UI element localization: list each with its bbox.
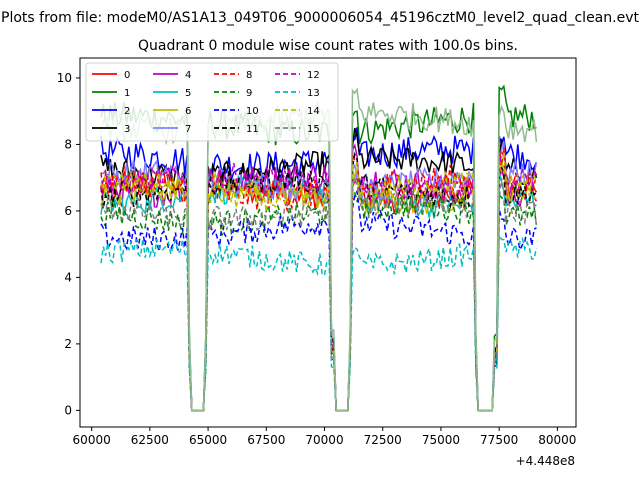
y-tick-label: 4 bbox=[64, 270, 72, 284]
legend-label: 12 bbox=[307, 70, 320, 81]
x-tick-label: 75000 bbox=[422, 433, 460, 447]
x-axis: 60000 62500 65000 67500 70000 72500 75000 77500… bbox=[73, 427, 576, 447]
legend-label: 8 bbox=[246, 70, 252, 81]
plot-area bbox=[100, 84, 538, 412]
legend-label: 14 bbox=[307, 106, 320, 117]
y-tick-label: 2 bbox=[64, 337, 72, 351]
x-tick-label: 70000 bbox=[305, 433, 343, 447]
y-tick-label: 0 bbox=[64, 403, 72, 417]
x-tick-label: 62500 bbox=[131, 433, 169, 447]
series-line-10 bbox=[100, 189, 537, 412]
legend-label: 0 bbox=[124, 70, 130, 81]
legend-label: 5 bbox=[185, 88, 191, 99]
legend-label: 13 bbox=[307, 88, 320, 99]
series-line-15 bbox=[100, 175, 538, 412]
x-tick-label: 80000 bbox=[538, 433, 576, 447]
series-line-12 bbox=[100, 152, 538, 412]
y-tick-label: 8 bbox=[64, 137, 72, 151]
legend-label: 15 bbox=[307, 124, 320, 135]
series-line-8 bbox=[100, 147, 538, 412]
legend-label: 10 bbox=[246, 106, 259, 117]
legend-label: 7 bbox=[185, 124, 191, 135]
x-tick-label: 67500 bbox=[247, 433, 285, 447]
legend-label: 1 bbox=[124, 88, 130, 99]
figure-suptitle: Plots from file: modeM0/AS1A13_049T06_90… bbox=[1, 10, 639, 26]
x-tick-label: 72500 bbox=[364, 433, 402, 447]
legend-label: 6 bbox=[185, 106, 191, 117]
x-offset-label: +4.448e8 bbox=[516, 454, 575, 468]
y-tick-label: 6 bbox=[64, 204, 72, 218]
legend-label: 11 bbox=[246, 124, 259, 135]
legend-box bbox=[85, 62, 339, 142]
series-line-9 bbox=[100, 187, 538, 412]
legend-label: 2 bbox=[124, 106, 130, 117]
legend-label: 4 bbox=[185, 70, 191, 81]
x-tick-label: 65000 bbox=[189, 433, 227, 447]
y-tick-label: 10 bbox=[57, 71, 72, 85]
series-lines bbox=[100, 84, 538, 412]
axes-frame bbox=[79, 57, 577, 428]
chart-title: Quadrant 0 module wise count rates with … bbox=[138, 38, 518, 54]
legend-label: 3 bbox=[124, 124, 130, 135]
x-tick-label: 60000 bbox=[73, 433, 111, 447]
x-tick-label: 77500 bbox=[480, 433, 518, 447]
legend-label: 9 bbox=[246, 88, 252, 99]
y-axis: 0 2 4 6 8 10 bbox=[57, 71, 80, 417]
series-line-14 bbox=[100, 151, 538, 412]
